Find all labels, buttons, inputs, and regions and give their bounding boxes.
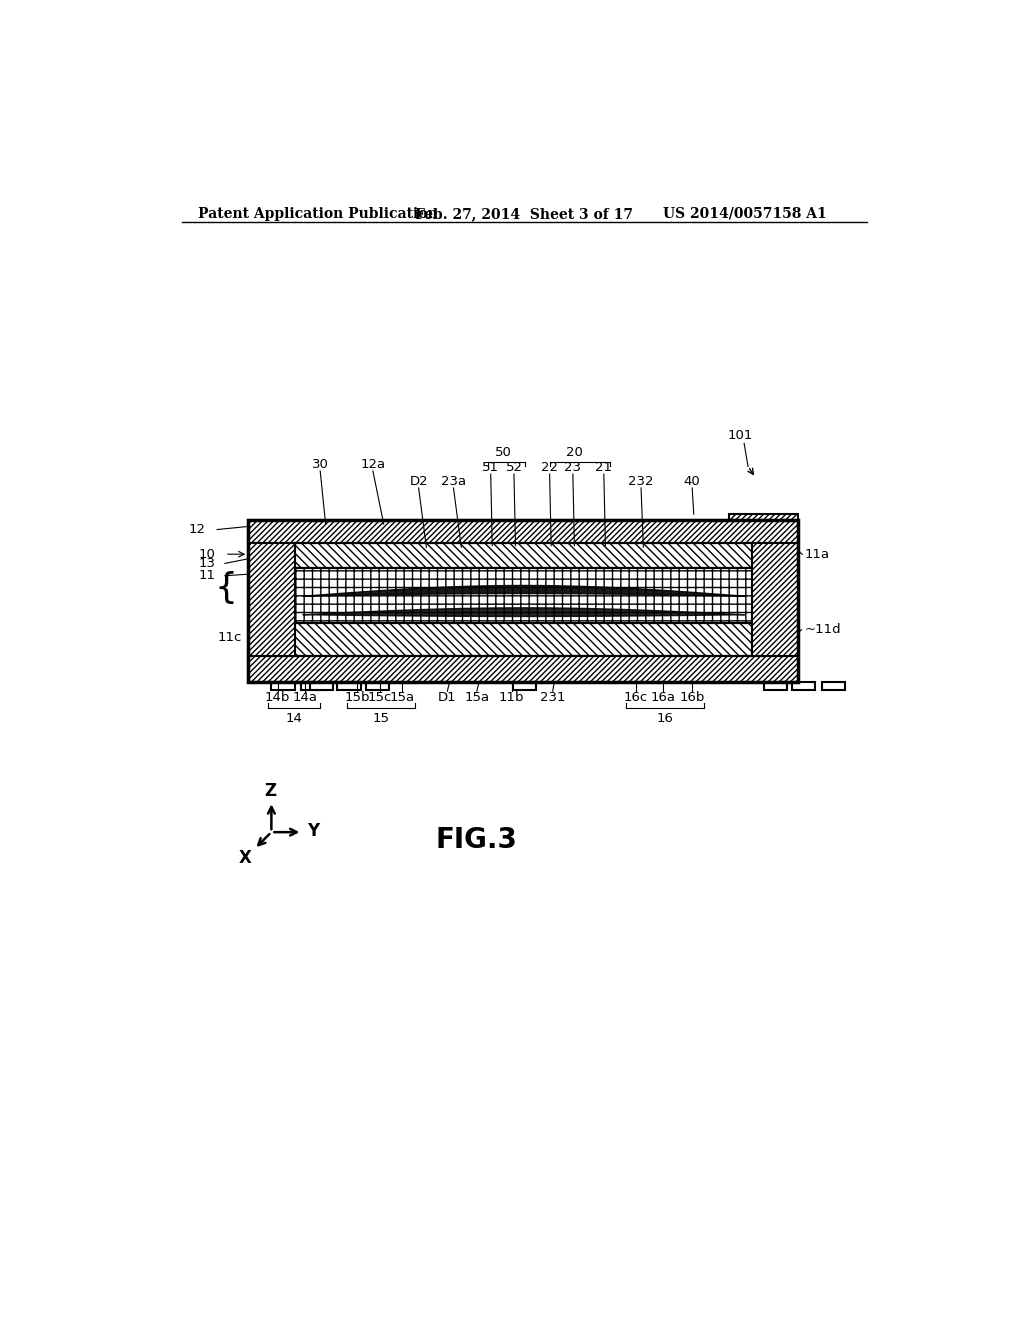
Text: 15a: 15a xyxy=(390,690,415,704)
Text: 11c: 11c xyxy=(217,631,242,644)
Text: 12a: 12a xyxy=(360,458,385,471)
Text: 232: 232 xyxy=(629,475,653,488)
Text: 22: 22 xyxy=(541,462,558,474)
Text: 15c: 15c xyxy=(368,690,392,704)
Text: 11a: 11a xyxy=(805,548,829,561)
Text: Feb. 27, 2014  Sheet 3 of 17: Feb. 27, 2014 Sheet 3 of 17 xyxy=(415,207,633,220)
Text: 12: 12 xyxy=(188,523,206,536)
Text: D1: D1 xyxy=(438,690,457,704)
Text: Patent Application Publication: Patent Application Publication xyxy=(198,207,437,220)
Bar xyxy=(821,682,845,689)
Text: X: X xyxy=(239,849,252,867)
Text: 14a: 14a xyxy=(292,690,317,704)
Bar xyxy=(310,682,334,689)
Text: 11: 11 xyxy=(199,569,216,582)
Text: 10: 10 xyxy=(199,548,216,561)
Text: 14: 14 xyxy=(286,713,302,726)
Text: 52: 52 xyxy=(506,462,522,474)
Text: 30: 30 xyxy=(311,458,329,471)
Bar xyxy=(248,520,799,544)
Text: 50: 50 xyxy=(496,446,512,459)
Text: 15b: 15b xyxy=(345,690,370,704)
Text: 23: 23 xyxy=(564,462,582,474)
Text: 15: 15 xyxy=(373,713,389,726)
Text: 40: 40 xyxy=(684,475,700,488)
Bar xyxy=(295,544,752,568)
Bar xyxy=(752,544,799,656)
Text: 15a: 15a xyxy=(464,690,489,704)
Bar xyxy=(366,682,389,689)
Text: 20: 20 xyxy=(566,446,583,459)
Bar xyxy=(248,656,799,682)
Text: FIG.3: FIG.3 xyxy=(436,826,518,854)
Bar xyxy=(729,515,799,520)
Bar xyxy=(248,544,295,656)
Bar xyxy=(337,682,360,689)
Bar xyxy=(295,568,752,623)
Text: 231: 231 xyxy=(540,690,565,704)
Bar xyxy=(513,682,537,689)
Bar xyxy=(764,682,786,689)
Text: 14b: 14b xyxy=(265,690,290,704)
Bar xyxy=(248,520,799,682)
Text: 101: 101 xyxy=(728,429,753,442)
Text: 23a: 23a xyxy=(441,475,466,488)
Text: 16a: 16a xyxy=(650,690,675,704)
Text: 11b: 11b xyxy=(499,690,524,704)
Text: US 2014/0057158 A1: US 2014/0057158 A1 xyxy=(663,207,826,220)
Text: 21: 21 xyxy=(595,462,612,474)
Text: D2: D2 xyxy=(410,475,428,488)
Text: Y: Y xyxy=(307,821,319,840)
Text: Z: Z xyxy=(264,781,275,800)
Text: 51: 51 xyxy=(482,462,500,474)
Text: 16b: 16b xyxy=(680,690,705,704)
Bar xyxy=(295,623,752,656)
Bar xyxy=(793,682,815,689)
Text: {: { xyxy=(215,572,238,605)
Text: 16c: 16c xyxy=(624,690,648,704)
Bar xyxy=(301,682,324,689)
Text: ~11d: ~11d xyxy=(805,623,841,636)
Text: 13: 13 xyxy=(199,557,216,570)
Bar xyxy=(271,682,295,689)
Text: 16: 16 xyxy=(656,713,673,726)
